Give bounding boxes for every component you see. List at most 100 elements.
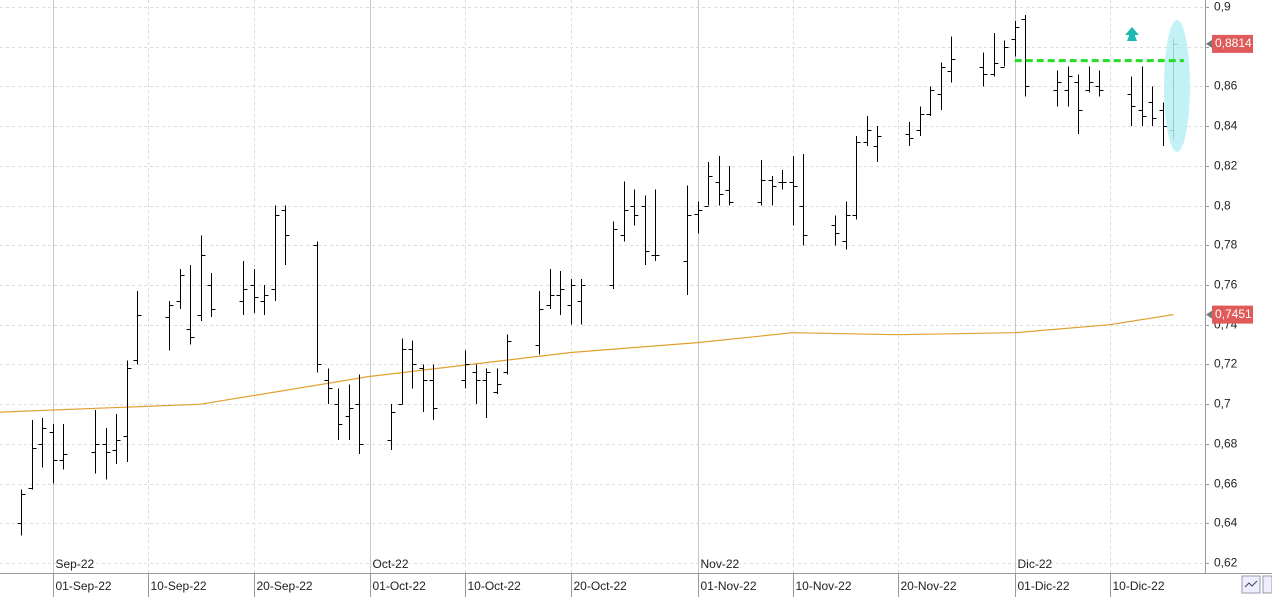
ohlc-bar (313, 241, 322, 373)
plot (0, 14, 1178, 536)
ohlc-bar (345, 384, 354, 440)
ohlc-bar (852, 136, 861, 220)
y-tick-label: 0,86 (1214, 79, 1238, 93)
up-arrow (1125, 27, 1139, 41)
ohlc-bar (102, 428, 111, 480)
y-tick-label: 0,68 (1214, 437, 1238, 451)
overlay: 0,8814 0,7451 (1014, 34, 1253, 324)
ohlc-bar (1021, 14, 1030, 97)
price-label: 0,7451 (1215, 307, 1252, 321)
ohlc-bar (1011, 20, 1020, 57)
ohlc-bar (239, 261, 248, 315)
ohlc-bar (133, 290, 142, 365)
ohlc-bar (387, 404, 396, 450)
ohlc-bar (419, 364, 428, 413)
ohlc-bar (28, 420, 37, 490)
ohlc-bar (493, 368, 502, 395)
ohlc-bar (503, 334, 512, 375)
ohlc-bar (1138, 66, 1147, 127)
ohlc-bar (926, 86, 935, 117)
ohlc-bar (472, 364, 481, 405)
ohlc-bar (260, 285, 269, 315)
ohlc-bar (197, 235, 206, 321)
x-tick-label: 01-Oct-22 (373, 579, 427, 593)
ohlc-bar (123, 360, 132, 462)
price-label-box (1212, 305, 1253, 324)
ohlc-bar (546, 269, 555, 309)
ohlc-bar (947, 36, 956, 83)
ohlc-bar (186, 265, 195, 345)
ohlc-bar (641, 195, 650, 266)
x-tick-label: 01-Sep-22 (56, 579, 112, 593)
y-tick-label: 0,84 (1214, 119, 1238, 133)
ohlc-bar (271, 205, 280, 301)
ohlc-bar (1095, 70, 1104, 97)
ohlc-bar (207, 273, 216, 317)
ohlc-bar (535, 290, 544, 355)
ohlc-bar (49, 424, 58, 484)
ohlc-bar (609, 221, 618, 289)
ohlc-bar (831, 215, 840, 246)
month-label: Sep-22 (56, 557, 95, 571)
ohlc-bar (704, 161, 713, 207)
ohlc-bar (398, 338, 407, 405)
ohlc-bar (38, 418, 47, 468)
ohlc-bar (757, 159, 766, 206)
ohlc-bar (17, 489, 26, 536)
ohlc-bar (1074, 74, 1083, 135)
x-tick-label: 20-Oct-22 (574, 579, 628, 593)
y-tick-label: 0,72 (1214, 357, 1238, 371)
x-tick-label: 01-Dic-22 (1018, 579, 1070, 593)
ohlc-bar (59, 424, 68, 470)
ohlc-bar (1000, 40, 1009, 68)
toolbar-icon (1244, 580, 1258, 588)
ohlc-bar (112, 414, 121, 464)
ohlc-bar (916, 106, 925, 137)
ohlc-bar (461, 350, 470, 389)
ohlc-bar (250, 269, 259, 313)
ohlc-bar (482, 368, 491, 419)
x-tick-label: 10-Oct-22 (468, 579, 522, 593)
y-tick-label: 0,64 (1214, 516, 1238, 530)
ohlc-bar (1085, 66, 1094, 93)
y-tick-label: 0,76 (1214, 278, 1238, 292)
ohlc-bar (334, 388, 343, 440)
ohlc-bar (620, 181, 629, 242)
y-tick-label: 0,82 (1214, 159, 1238, 173)
ohlc-bar (799, 153, 808, 246)
ohlc-bar (979, 52, 988, 87)
ohlc-bar (863, 116, 872, 146)
ohlc-bar (873, 126, 882, 162)
ohlc-bar (1127, 76, 1136, 127)
ohlc-bar (905, 122, 914, 146)
y-tick-label: 0,62 (1214, 556, 1238, 570)
ohlc-bar (630, 189, 639, 226)
moving-average-line (0, 314, 1174, 413)
ohlc-bar (91, 410, 100, 474)
x-tick-label: 10-Dic-22 (1113, 579, 1165, 593)
y-tick-label: 0,78 (1214, 238, 1238, 252)
price-label-pointer (1206, 39, 1212, 48)
y-tick-label: 0,66 (1214, 477, 1238, 491)
ohlc-bar (778, 169, 787, 190)
ohlc-bar (556, 271, 565, 315)
ohlc-bar (768, 175, 777, 206)
toolbar-button[interactable] (1262, 575, 1272, 594)
y-tick-label: 0,8 (1214, 199, 1231, 213)
ohlc-bar (694, 201, 703, 234)
ohlc-bar (1064, 66, 1073, 107)
x-tick-label: 20-Sep-22 (257, 579, 313, 593)
month-label: Oct-22 (373, 557, 409, 571)
grid: 0,620,640,660,680,70,720,740,760,780,80,… (0, 0, 1238, 597)
price-label-box (1212, 34, 1253, 53)
ohlc-bar (990, 32, 999, 77)
ohlc-bar (725, 165, 734, 206)
ohlc-bar (355, 374, 364, 454)
price-label: 0,8814 (1215, 36, 1252, 50)
ohlc-bar (1053, 70, 1062, 107)
ohlc-bar (429, 364, 438, 421)
y-tick-label: 0,9 (1214, 0, 1231, 14)
ohlc-bar (165, 300, 174, 351)
price-label-pointer (1206, 310, 1212, 319)
ohlc-bar (324, 368, 333, 405)
